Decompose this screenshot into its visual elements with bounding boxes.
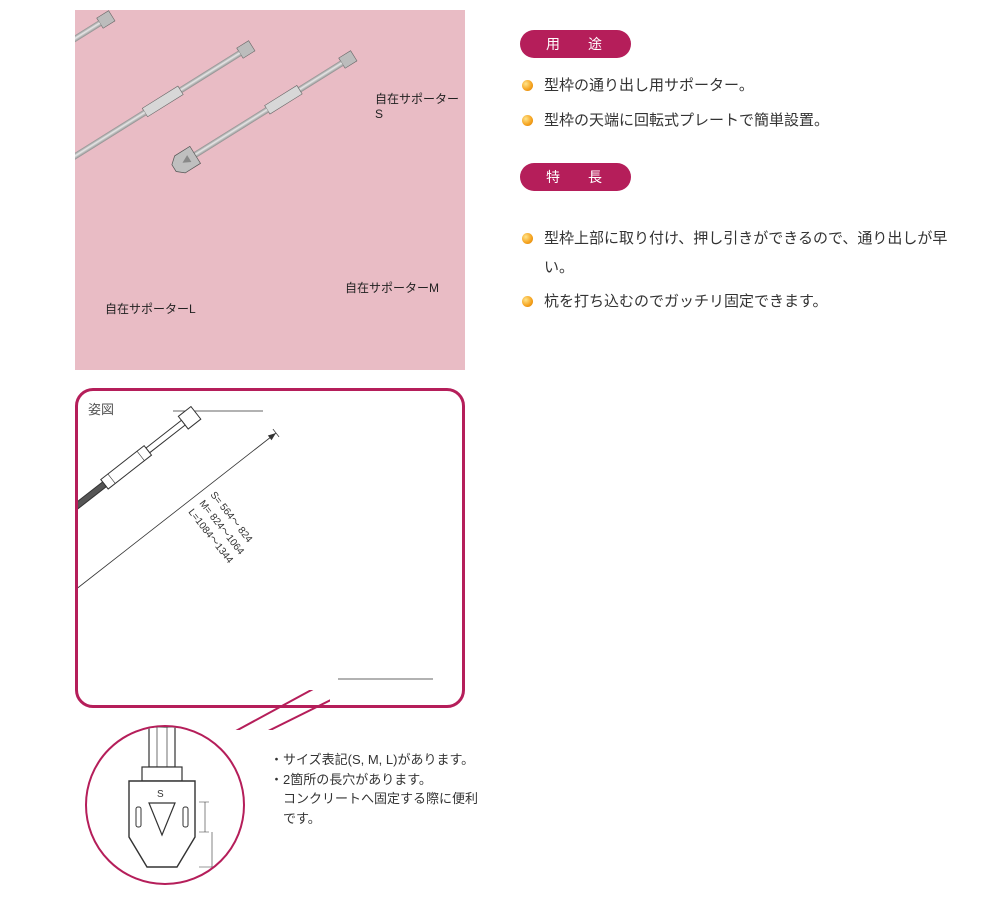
product-photo-box: 自在サポーターL 自在サポーターM 自在サポーターS — [75, 10, 465, 370]
detail-note-0: ・サイズ表記(S, M, L)があります。 — [270, 750, 490, 770]
feature-item-1: 杭を打ち込むのでガッチリ固定できます。 — [520, 288, 960, 317]
detail-callout: S ・サイズ表記(S, M, L)があります。 ・2箇所の長穴があります。 コン… — [75, 690, 475, 900]
heading-usage-pill: 用 途 — [520, 30, 631, 58]
detail-note-1: ・2箇所の長穴があります。 — [270, 770, 490, 790]
label-supporter-l: 自在サポーターL — [105, 300, 196, 317]
detail-notes: ・サイズ表記(S, M, L)があります。 ・2箇所の長穴があります。 コンクリ… — [270, 750, 490, 828]
left-column: 自在サポーターL 自在サポーターM 自在サポーターS 姿図 — [20, 10, 470, 370]
dimension-diagram-svg: S= 564～ 824 M= 824～1064 L=1084～1344 — [78, 391, 462, 705]
svg-text:S: S — [157, 789, 164, 800]
usage-item-1: 型枠の天端に回転式プレートで簡単設置。 — [520, 107, 960, 136]
foot-plate-detail-svg: S — [87, 727, 245, 885]
detail-subnote: コンクリートへ固定する際に便利です。 — [270, 789, 490, 828]
heading-features-pill: 特 長 — [520, 163, 631, 191]
callout-leader — [210, 690, 330, 730]
usage-list: 型枠の通り出し用サポーター。 型枠の天端に回転式プレートで簡単設置。 — [520, 72, 960, 135]
features-list: 型枠上部に取り付け、押し引きができるので、通り出しが早い。 杭を打ち込むのでガッ… — [520, 225, 960, 317]
detail-zoom-circle: S — [85, 725, 245, 885]
dimension-diagram-box: 姿図 — [75, 388, 465, 708]
label-supporter-s: 自在サポーターS — [375, 90, 465, 121]
usage-item-0: 型枠の通り出し用サポーター。 — [520, 72, 960, 101]
feature-item-0: 型枠上部に取り付け、押し引きができるので、通り出しが早い。 — [520, 225, 960, 282]
label-supporter-m: 自在サポーターM — [345, 279, 439, 296]
right-column: 用 途 型枠の通り出し用サポーター。 型枠の天端に回転式プレートで簡単設置。 特… — [520, 10, 960, 370]
